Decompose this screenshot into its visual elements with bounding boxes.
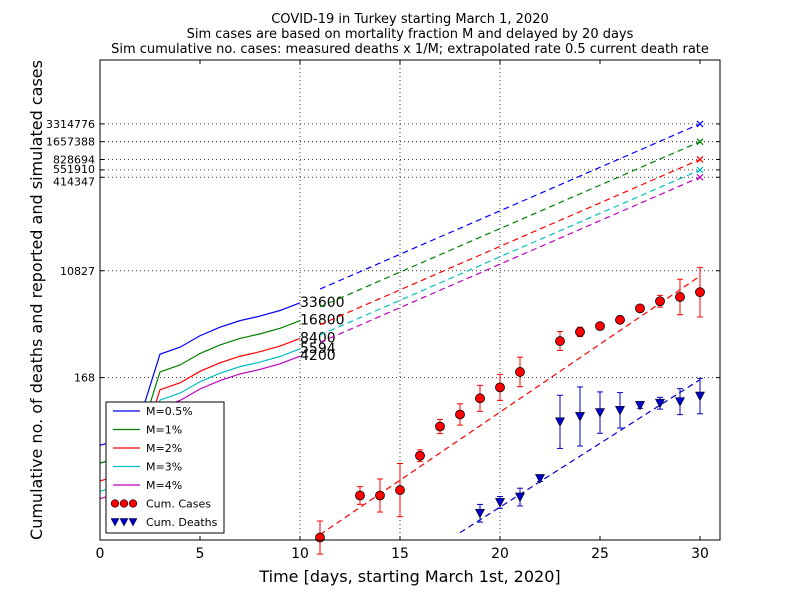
- legend-label: M=1%: [146, 424, 182, 437]
- y-axis-label: Cumulative no. of deaths and reported an…: [27, 60, 46, 540]
- series-end-label: 16800: [300, 313, 345, 329]
- cases-point: [655, 296, 665, 307]
- legend-box: [105, 401, 225, 534]
- series-end-marker: [696, 120, 704, 128]
- series-extrapolation: [319, 158, 701, 326]
- chart-title-line-1: COVID-19 in Turkey starting March 1, 202…: [271, 12, 549, 27]
- legend-label: Cum. Deaths: [146, 516, 218, 529]
- series-end-label: 5594: [300, 341, 336, 357]
- series-extrapolation: [319, 176, 701, 344]
- cases-point: [695, 287, 705, 298]
- deaths-point: [615, 406, 625, 416]
- legend-label: M=0.5%: [146, 405, 193, 418]
- deaths-point: [695, 391, 705, 402]
- legend-cases-marker: [128, 499, 138, 508]
- cases-point: [635, 303, 645, 314]
- legend-cases-marker: [119, 499, 129, 508]
- legend-deaths-marker: [110, 518, 120, 527]
- plot-frame: [99, 59, 721, 541]
- cases-point: [455, 409, 465, 420]
- x-tick-label: 0: [96, 546, 105, 562]
- chart-title-line-2: Sim cases are based on mortality fractio…: [187, 27, 634, 42]
- legend-deaths-marker: [128, 518, 138, 527]
- deaths-point: [595, 408, 605, 418]
- series-extrapolation: [319, 169, 701, 336]
- x-axis-label: Time [days, starting March 1st, 2020]: [258, 567, 560, 586]
- x-tick-label: 15: [391, 546, 409, 562]
- deaths-point: [555, 417, 565, 427]
- x-tick-label: 5: [196, 546, 205, 562]
- y-tick-label: 828694: [53, 153, 95, 166]
- cases-point: [375, 490, 385, 501]
- cases-point: [555, 336, 565, 346]
- deaths-point: [635, 401, 645, 411]
- cases-point: [475, 393, 485, 404]
- deaths-point: [655, 398, 665, 409]
- series-end-label: 8400: [300, 330, 336, 346]
- cases-point: [495, 382, 505, 393]
- series-end-marker: [696, 173, 704, 181]
- deaths-trend-line: [459, 379, 701, 534]
- series-end-label: 4200: [300, 348, 336, 364]
- legend-deaths-marker: [119, 518, 129, 527]
- y-tick-label: 3314776: [46, 118, 95, 131]
- deaths-point: [495, 498, 505, 508]
- series-end-marker: [696, 138, 704, 146]
- legend-label: M=2%: [146, 442, 182, 455]
- legend-label: M=4%: [146, 479, 182, 492]
- cases-point: [435, 421, 445, 432]
- grid-lines: [100, 60, 720, 540]
- cases-point: [575, 326, 585, 337]
- x-tick-label: 25: [591, 546, 609, 562]
- deaths-point: [475, 508, 485, 519]
- chart-title-line-3: Sim cumulative no. cases: measured death…: [111, 42, 709, 57]
- deaths-point: [515, 492, 525, 503]
- cases-point: [515, 367, 525, 377]
- cases-point: [415, 450, 425, 461]
- series-end-marker: [696, 166, 704, 174]
- cases-point: [595, 321, 605, 332]
- x-tick-label: 30: [691, 546, 709, 562]
- y-tick-label: 1657388: [46, 136, 95, 149]
- y-tick-label: 414347: [53, 175, 95, 188]
- y-tick-label: 551910: [53, 163, 95, 176]
- x-tick-label: 20: [491, 546, 509, 562]
- legend-cases-marker: [110, 499, 120, 508]
- deaths-point: [575, 412, 585, 422]
- cases-point: [675, 292, 685, 302]
- legend: M=0.5% M=1% M=2% M=3% M=4% Cum. Cases Cum. Dea…: [105, 401, 225, 534]
- y-tick-label: 168: [74, 372, 95, 385]
- deaths-point: [535, 474, 545, 484]
- cases-point: [395, 485, 405, 495]
- cases-point: [355, 490, 365, 501]
- series-end-marker: [696, 156, 704, 163]
- series-extrapolation: [319, 123, 701, 290]
- series-extrapolation: [319, 141, 701, 308]
- cases-point: [315, 532, 325, 543]
- cases-trend-line: [319, 275, 701, 536]
- y-tick-label: 10827: [60, 265, 95, 278]
- deaths-point: [675, 397, 685, 407]
- x-tick-label: 10: [291, 546, 309, 562]
- legend-label: M=3%: [146, 461, 182, 474]
- cases-point: [615, 314, 625, 325]
- series-end-label: 33600: [300, 295, 345, 311]
- legend-label: Cum. Cases: [146, 498, 211, 511]
